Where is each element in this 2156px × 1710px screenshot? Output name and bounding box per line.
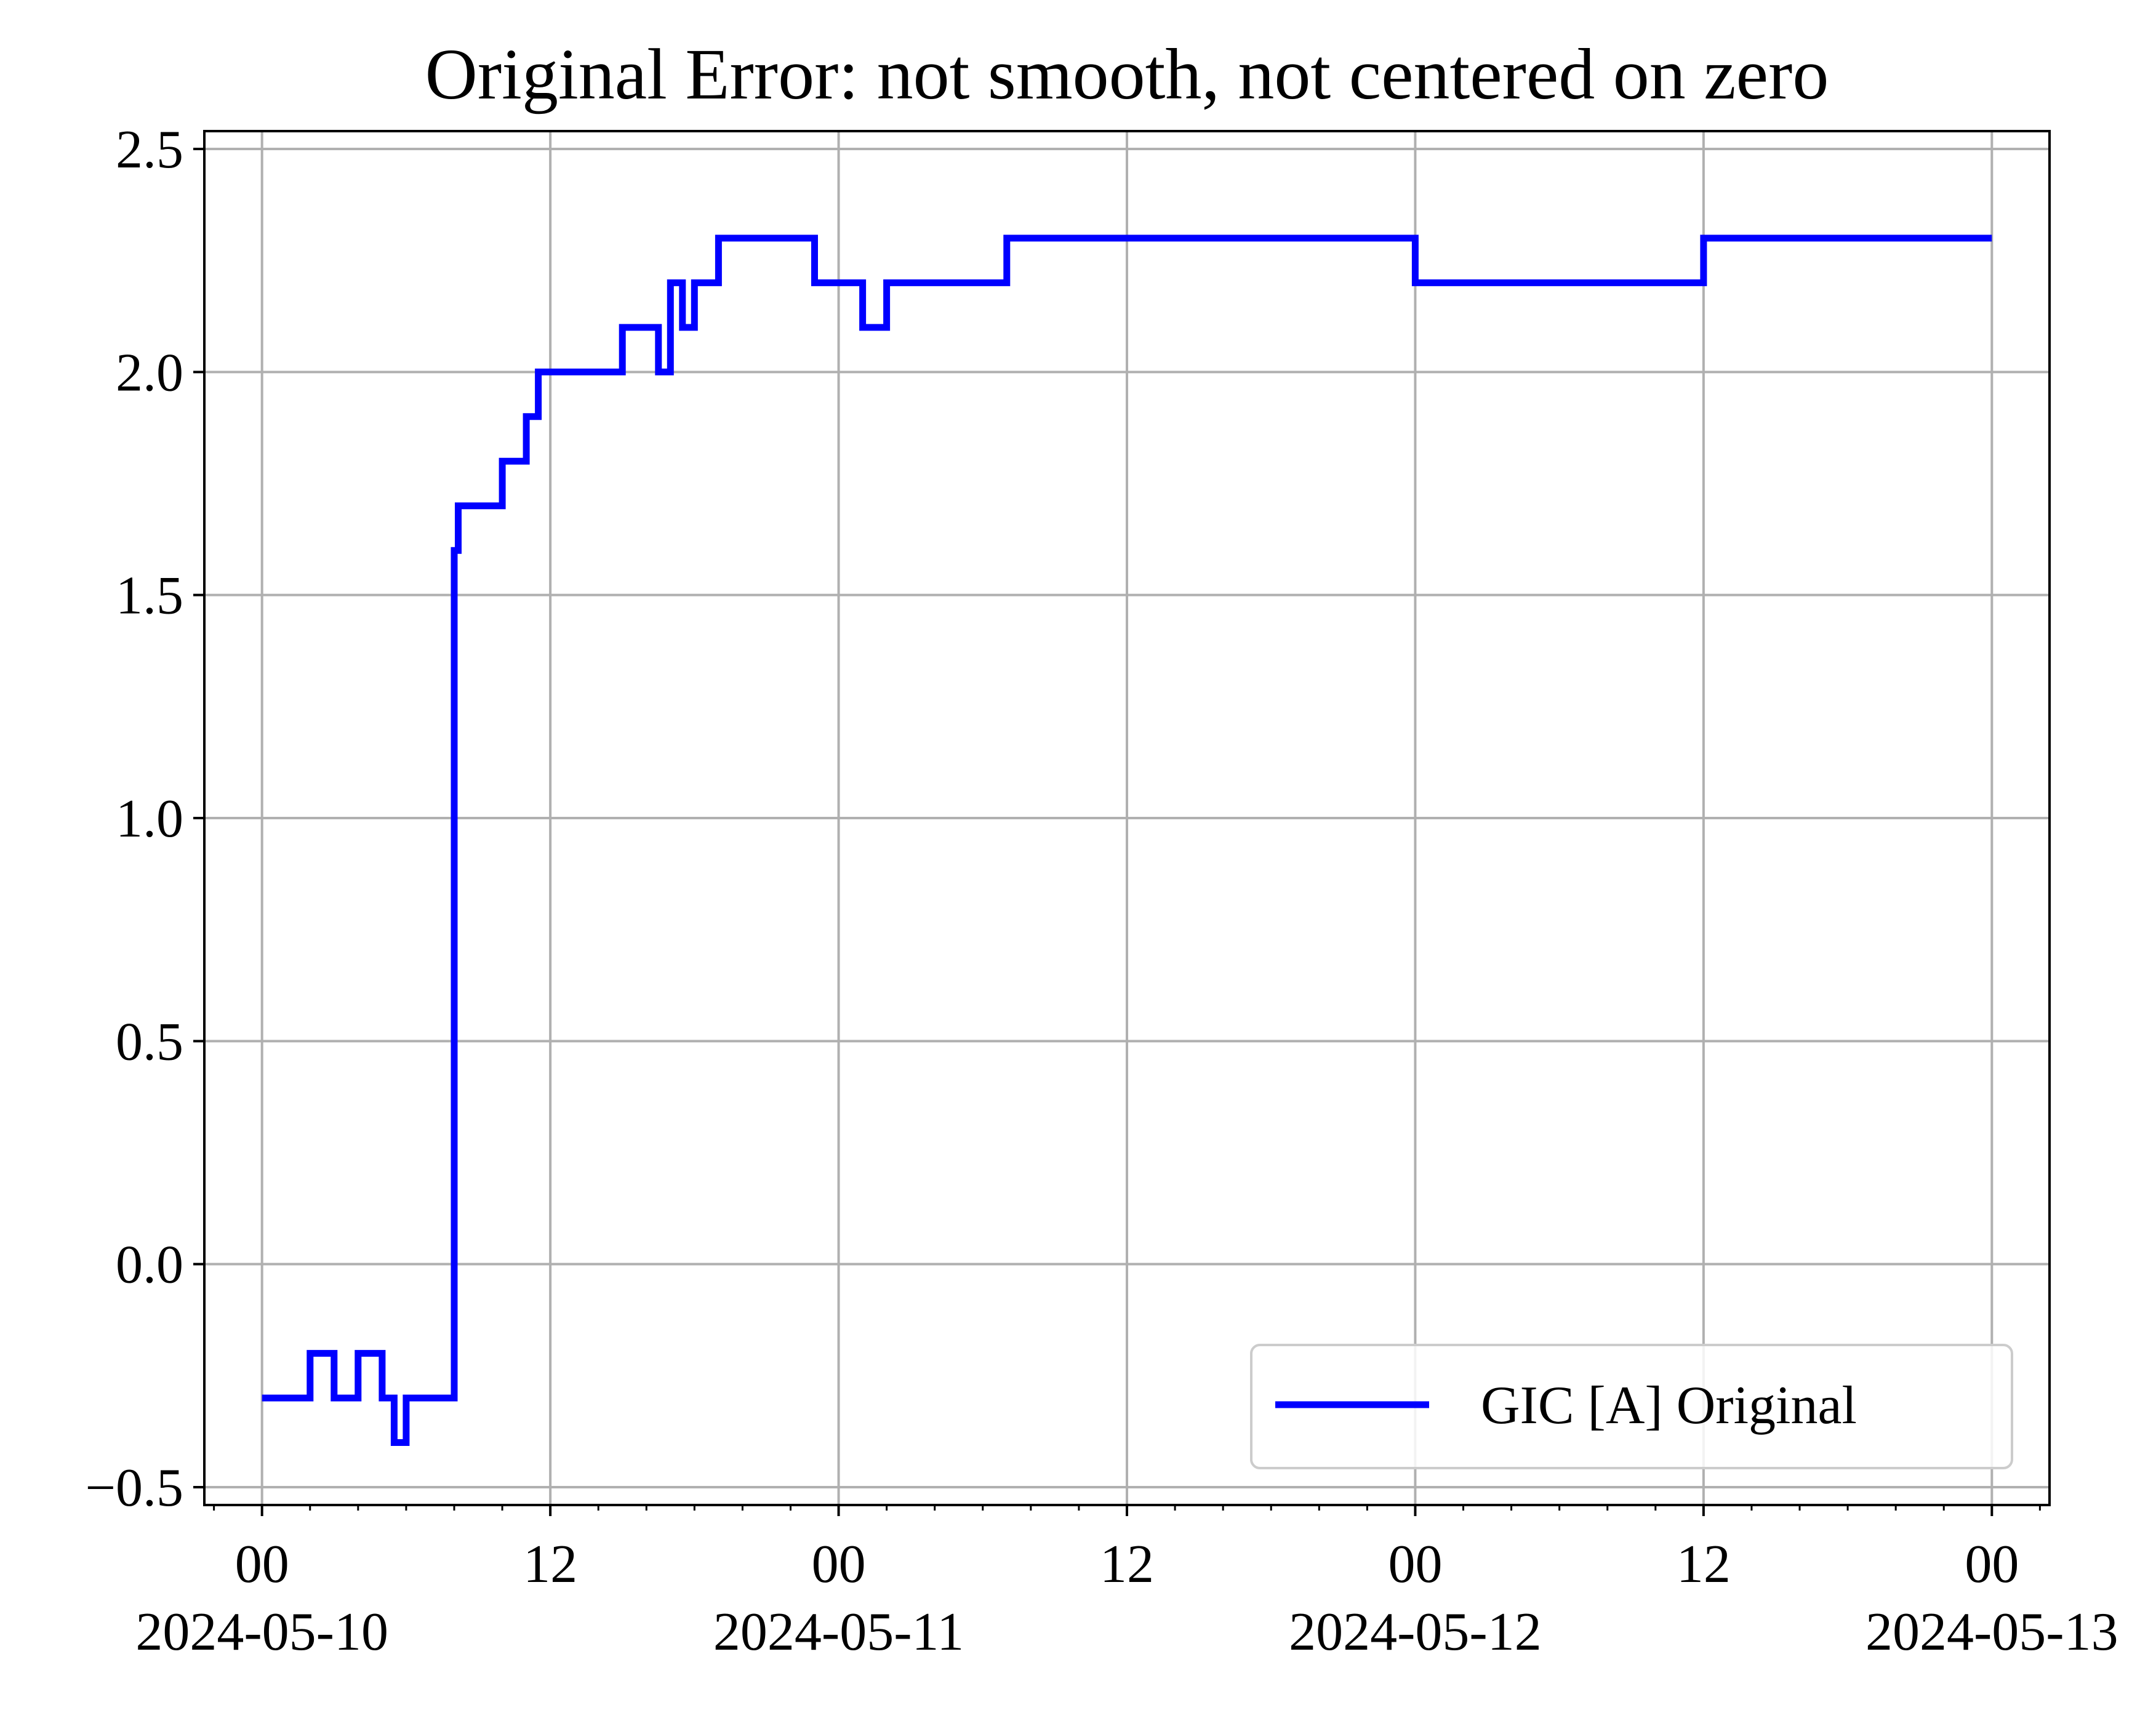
legend-label: GIC [A] Original [1481, 1376, 1857, 1435]
y-axis: −0.5 0.0 0.5 1.0 1.5 2.0 2.5 [85, 120, 204, 1518]
x-tick-label-hour: 00 [1388, 1535, 1442, 1594]
x-tick-label-date: 2024-05-13 [1865, 1602, 2118, 1662]
y-tick-label: 1.5 [116, 566, 183, 626]
chart-title: Original Error: not smooth, not centered… [425, 34, 1829, 114]
y-tick-label: −0.5 [85, 1458, 183, 1518]
x-tick-label-date: 2024-05-12 [1289, 1602, 1542, 1662]
y-tick-label: 2.0 [116, 343, 183, 403]
x-tick-label-hour: 12 [1677, 1535, 1731, 1594]
y-tick-label: 2.5 [116, 120, 183, 180]
series-layer [262, 235, 1992, 1446]
x-tick-label-hour: 12 [523, 1535, 577, 1594]
legend: GIC [A] Original [1250, 1344, 2013, 1469]
x-tick-label-date: 2024-05-10 [135, 1602, 388, 1662]
x-tick-label-hour: 00 [235, 1535, 289, 1594]
x-tick-label-hour: 12 [1100, 1535, 1154, 1594]
x-tick-label-hour: 00 [1965, 1535, 2019, 1594]
x-tick-label-hour: 00 [812, 1535, 866, 1594]
y-tick-label: 0.0 [116, 1235, 183, 1295]
grid-lines [204, 131, 2050, 1505]
series-line [262, 235, 1992, 1446]
x-tick-label-date: 2024-05-11 [713, 1602, 964, 1662]
y-tick-label: 0.5 [116, 1012, 183, 1072]
legend-box [1250, 1344, 2013, 1469]
x-axis: 00 2024-05-10 12 00 2024-05-11 12 00 2024-05-12… [135, 1505, 2118, 1662]
y-tick-label: 1.0 [116, 789, 183, 849]
